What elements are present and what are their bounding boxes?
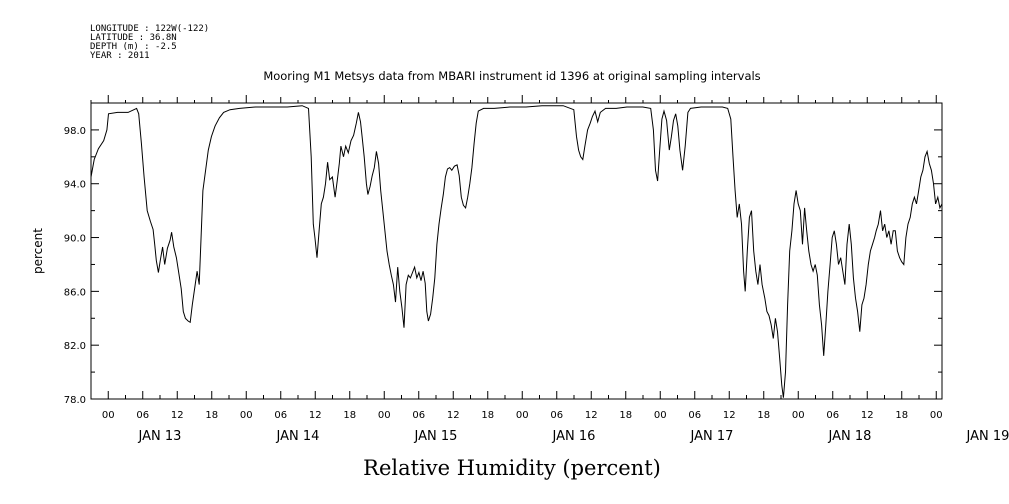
x-hour-label: 00 xyxy=(102,410,115,421)
y-tick-label: 90.0 xyxy=(64,234,86,245)
x-hour-label: 06 xyxy=(136,410,149,421)
plot-frame xyxy=(90,102,943,400)
x-axis-ticks xyxy=(90,95,937,399)
header-longitude: LONGITUDE : 122W(-122) xyxy=(90,24,209,34)
x-hour-label: 00 xyxy=(516,410,529,421)
x-day-label: JAN 14 xyxy=(276,429,320,444)
x-hour-label: 00 xyxy=(378,410,391,421)
x-hour-label: 00 xyxy=(654,410,667,421)
x-axis-hour-labels: 00 06 12 18 00 06 12 18 00 06 12 18 00 06 12 18 00 06 12 18… xyxy=(102,410,943,421)
x-hour-label: 18 xyxy=(205,410,218,421)
x-day-label: JAN 17 xyxy=(690,429,734,444)
series-line xyxy=(90,105,943,398)
x-hour-label: 12 xyxy=(723,410,736,421)
x-hour-label: 12 xyxy=(447,410,460,421)
y-tick-label: 78.0 xyxy=(64,395,86,406)
x-day-label: JAN 18 xyxy=(828,429,872,444)
x-hour-label: 06 xyxy=(274,410,287,421)
series-group xyxy=(90,105,943,398)
header-latitude: LATITUDE : 36.8N xyxy=(90,33,177,43)
x-hour-label: 12 xyxy=(861,410,874,421)
y-axis-tick-labels: 78.0 82.0 86.0 90.0 94.0 98.0 xyxy=(64,126,86,406)
x-hour-label: 12 xyxy=(171,410,184,421)
x-hour-label: 06 xyxy=(688,410,701,421)
header-depth: DEPTH (m) : -2.5 xyxy=(90,42,177,52)
x-hour-label: 12 xyxy=(309,410,322,421)
x-axis-day-labels: JAN 13 JAN 14 JAN 15 JAN 16 JAN 17 JAN 18 JAN … xyxy=(138,429,1009,444)
x-hour-label: 00 xyxy=(240,410,253,421)
x-day-label: JAN 16 xyxy=(552,429,596,444)
x-axis-label: Relative Humidity (percent) xyxy=(363,456,661,480)
header-year: YEAR : 2011 xyxy=(90,51,150,61)
y-tick-label: 94.0 xyxy=(64,180,86,191)
x-hour-label: 18 xyxy=(757,410,770,421)
x-hour-label: 00 xyxy=(930,410,943,421)
y-axis-ticks xyxy=(91,102,942,400)
chart-title: Mooring M1 Metsys data from MBARI instru… xyxy=(263,69,760,83)
y-tick-label: 82.0 xyxy=(64,341,86,352)
x-day-label: JAN 15 xyxy=(414,429,458,444)
x-hour-label: 18 xyxy=(895,410,908,421)
x-hour-label: 06 xyxy=(550,410,563,421)
x-hour-label: 18 xyxy=(481,410,494,421)
x-day-label: JAN 19 xyxy=(966,429,1009,444)
x-hour-label: 18 xyxy=(343,410,356,421)
x-day-label: JAN 13 xyxy=(138,429,182,444)
x-hour-label: 18 xyxy=(619,410,632,421)
y-tick-label: 98.0 xyxy=(64,126,86,137)
x-hour-label: 06 xyxy=(412,410,425,421)
y-tick-label: 86.0 xyxy=(64,287,86,298)
x-hour-label: 06 xyxy=(826,410,839,421)
y-axis-label: percent xyxy=(31,228,45,274)
x-hour-label: 12 xyxy=(585,410,598,421)
x-hour-label: 00 xyxy=(792,410,805,421)
header-block: LONGITUDE : 122W(-122) LATITUDE : 36.8N … xyxy=(90,24,209,61)
